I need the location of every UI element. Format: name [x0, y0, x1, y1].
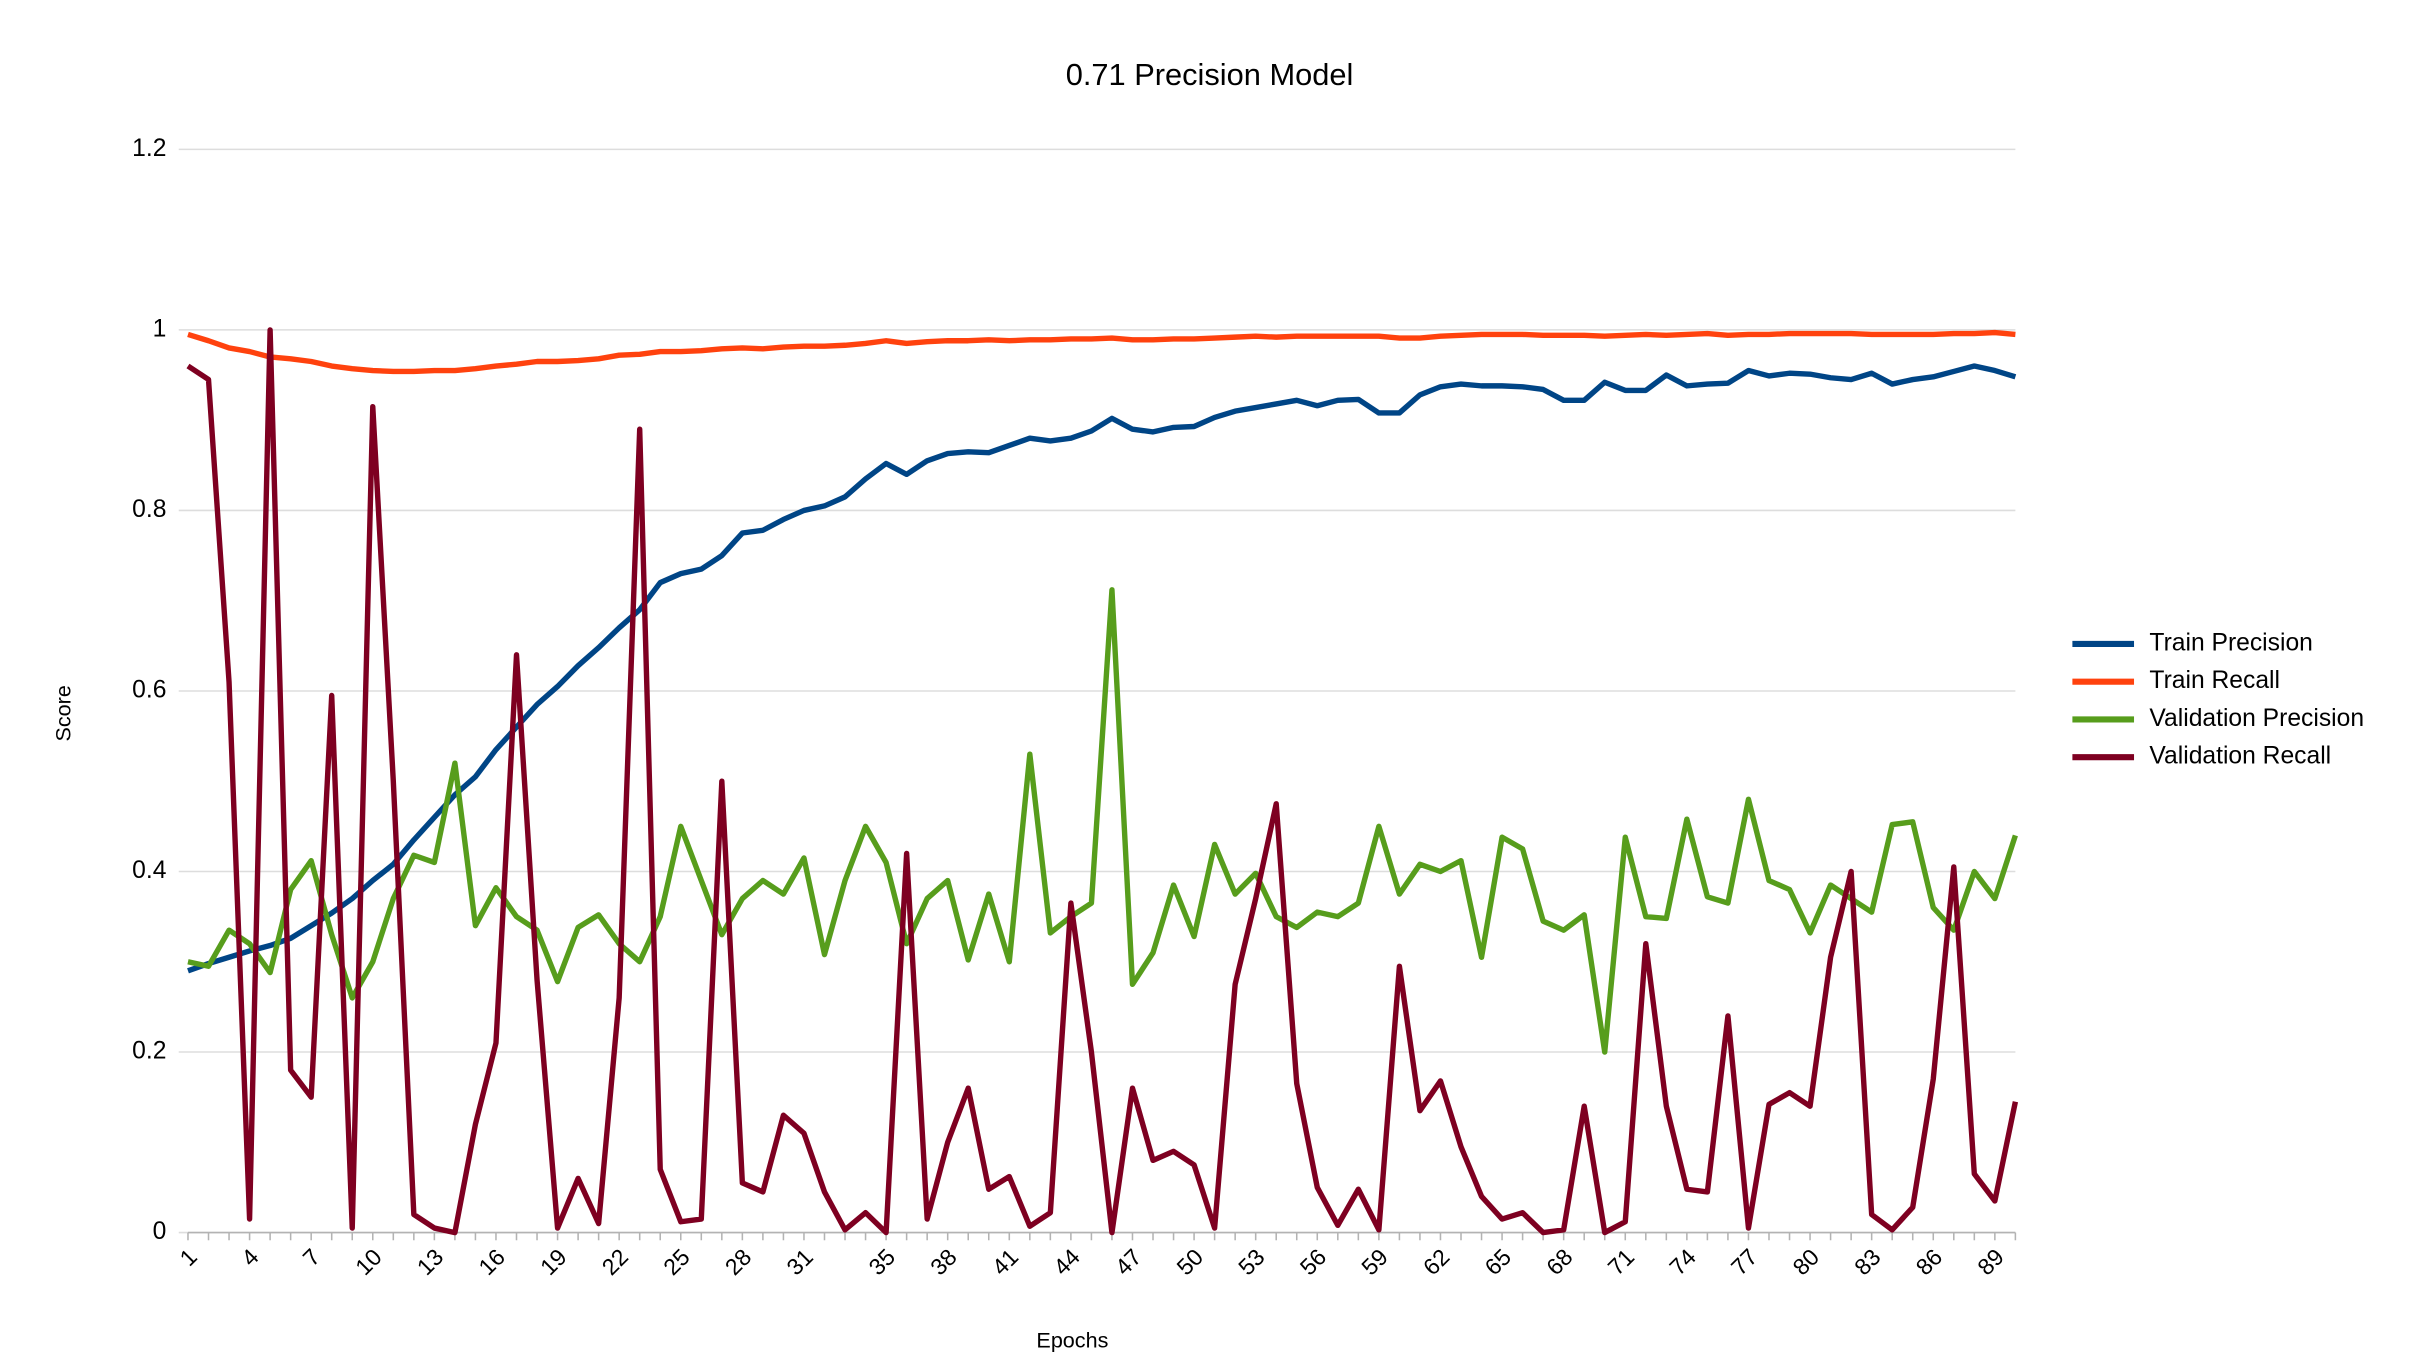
x-tick-label: 59: [1356, 1244, 1393, 1281]
x-tick-label: 38: [925, 1244, 962, 1281]
y-tick-label: 0.8: [132, 496, 166, 523]
series-line: [187, 363, 2017, 974]
y-tick-label: 0: [153, 1218, 167, 1245]
series-line: [187, 329, 2016, 375]
x-tick-label: 56: [1295, 1244, 1332, 1281]
chart-title: 0.71 Precision Model: [1066, 57, 1354, 92]
y-tick-label: 0.6: [132, 676, 166, 703]
x-tick-label: 16: [473, 1244, 510, 1281]
x-tick-label: 68: [1541, 1244, 1578, 1281]
x-tick-label: 4: [236, 1244, 264, 1272]
x-tick-label: 65: [1480, 1244, 1517, 1281]
y-tick-label: 1: [153, 315, 167, 342]
x-tick-label: 28: [720, 1244, 757, 1281]
x-tick-label: 74: [1664, 1244, 1701, 1281]
legend-label: Validation Precision: [2149, 705, 2364, 732]
x-tick-label: 53: [1233, 1244, 1270, 1281]
x-tick-label: 19: [535, 1244, 572, 1281]
x-tick-label: 71: [1603, 1244, 1640, 1281]
legend-label: Validation Recall: [2149, 743, 2331, 770]
x-tick-label: 77: [1726, 1244, 1763, 1281]
x-tick-label: 10: [350, 1244, 387, 1281]
x-tick-label: 80: [1788, 1244, 1825, 1281]
x-tick-label: 1: [175, 1244, 202, 1271]
x-tick-label: 47: [1110, 1244, 1147, 1281]
x-tick-label: 50: [1172, 1244, 1209, 1281]
x-tick-label: 86: [1911, 1244, 1948, 1281]
series-line: [187, 587, 2018, 1055]
x-tick-label: 41: [987, 1244, 1024, 1281]
y-axis-title: Score: [50, 685, 75, 741]
y-tick-label: 0.4: [132, 857, 166, 884]
x-tick-label: 62: [1418, 1244, 1455, 1281]
series-line: [186, 327, 2019, 1236]
legend-label: Train Precision: [2149, 629, 2312, 656]
legend-label: Train Recall: [2149, 667, 2280, 694]
y-tick-label: 1.2: [132, 135, 166, 162]
y-tick-label: 0.2: [132, 1038, 166, 1065]
x-tick-label: 7: [298, 1244, 325, 1271]
x-tick-label: 25: [658, 1244, 695, 1281]
x-tick-label: 13: [412, 1244, 449, 1281]
x-tick-label: 44: [1048, 1244, 1085, 1281]
x-axis-title: Epochs: [1036, 1328, 1108, 1353]
x-tick-label: 35: [864, 1244, 901, 1281]
x-tick-label: 83: [1849, 1244, 1886, 1281]
x-tick-label: 89: [1972, 1244, 2009, 1281]
x-tick-label: 31: [781, 1244, 818, 1281]
x-tick-label: 22: [597, 1244, 634, 1281]
